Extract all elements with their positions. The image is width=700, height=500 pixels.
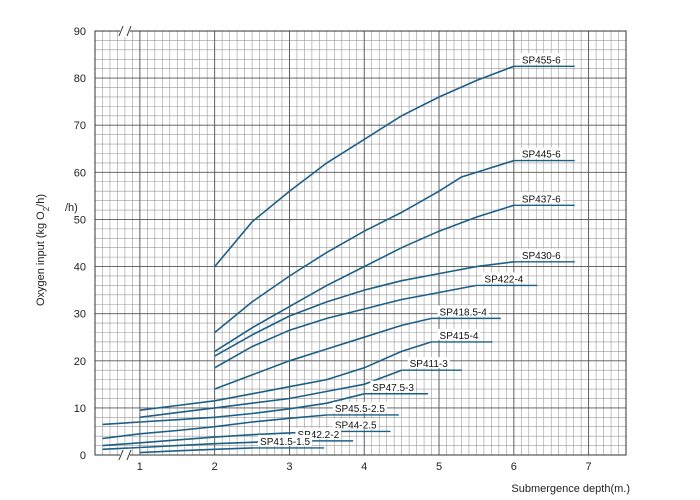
series-label-background — [332, 401, 387, 413]
y-tick-label: 70 — [74, 120, 86, 132]
x-tick-label: 2 — [212, 461, 218, 473]
x-tick-label: 7 — [586, 461, 592, 473]
axis-break-stroke — [118, 25, 124, 37]
series-label: SP422-4 — [484, 274, 523, 285]
series-label: SP445-6 — [522, 150, 561, 161]
series-line — [139, 447, 253, 454]
y-tick-label: 50 — [74, 214, 86, 226]
y-tick-label: 60 — [74, 167, 86, 179]
series-label-background — [332, 418, 379, 430]
series-label-background — [519, 147, 563, 159]
series-line — [102, 430, 327, 447]
y-axis-title: Oxygen input (kg O2/h) — [35, 194, 51, 306]
chart-series — [102, 65, 515, 454]
x-tick-label: 1 — [137, 461, 143, 473]
series-line — [214, 284, 477, 369]
axis-break-gap — [120, 449, 130, 461]
axis-break-stroke — [126, 25, 132, 37]
series-line — [214, 317, 432, 390]
x-axis-title: Submergence depth(m.) — [511, 483, 630, 495]
series-label: SP437-6 — [522, 194, 561, 205]
plot-area — [95, 31, 626, 455]
series-line — [214, 159, 515, 334]
series-line — [214, 204, 515, 353]
y-tick-label: 10 — [74, 403, 86, 415]
y-tick-label: 90 — [74, 26, 86, 38]
top-axis-break — [118, 25, 132, 37]
x-tick-label: 3 — [286, 461, 292, 473]
series-label-background — [295, 427, 342, 439]
x-tick-label: 4 — [361, 461, 367, 473]
series-label: SP42.2-2 — [297, 430, 339, 441]
y-tick-label: 20 — [74, 356, 86, 368]
series-line — [139, 369, 402, 419]
series-label: SP411-3 — [410, 359, 449, 370]
axis-break-stroke — [126, 449, 132, 461]
series-label-background — [437, 328, 481, 340]
y-tick-label: 80 — [74, 73, 86, 85]
chart-series-labels: SP455-6 SP445-6 SP437-6 SP430-6 SP422-4 SP418… — [252, 53, 575, 449]
series-line — [102, 393, 365, 426]
plot-frame — [94, 30, 627, 456]
series-label-background — [519, 248, 563, 260]
series-line — [102, 414, 327, 440]
series-label: SP415-4 — [440, 331, 479, 342]
series-label: SP418.5-4 — [440, 307, 488, 318]
bottom-axis-break — [118, 449, 132, 461]
series-label-background — [437, 305, 489, 317]
x-tick-label: 6 — [511, 461, 517, 473]
series-label-background — [519, 53, 563, 65]
series-label: SP45.5-2.5 — [335, 404, 385, 415]
y-tick-label: 0 — [80, 450, 86, 462]
axis-break-stroke — [118, 449, 124, 461]
series-label-background — [482, 272, 526, 284]
series-line — [139, 341, 432, 411]
series-label: SP41.5-1.5 — [260, 437, 310, 448]
series-line — [214, 65, 515, 268]
series-label-background — [370, 380, 416, 392]
y-axis-title-fragment: /h) — [65, 202, 78, 214]
series-label-background — [407, 357, 450, 369]
series-label: SP47.5-3 — [372, 383, 414, 394]
chart-grid — [95, 30, 627, 456]
series-label-background — [519, 192, 563, 204]
y-tick-label: 40 — [74, 262, 86, 274]
series-label: SP455-6 — [522, 55, 561, 66]
series-label: SP430-6 — [522, 251, 561, 262]
axis-break-gap — [120, 25, 130, 37]
x-tick-label: 5 — [436, 461, 442, 473]
series-label: SP44-2.5 — [335, 420, 377, 431]
series-label-background — [258, 434, 313, 446]
y-tick-label: 30 — [74, 309, 86, 321]
series-line — [214, 261, 514, 357]
